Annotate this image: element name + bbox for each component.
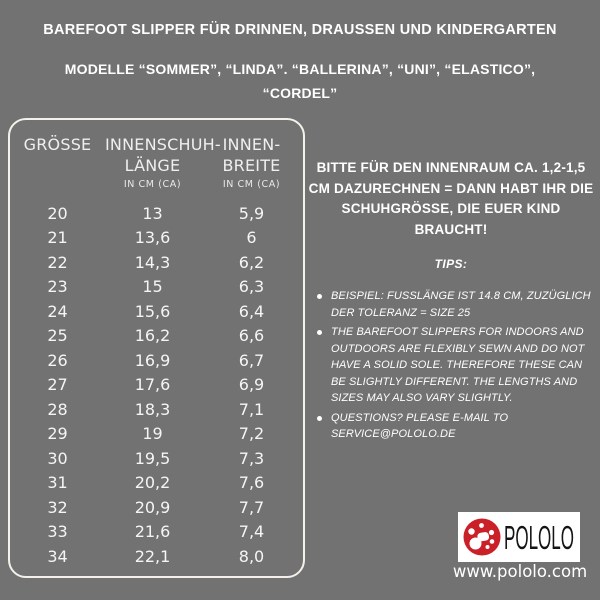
pololo-logo-graphic: POLOLO <box>463 518 574 556</box>
brand-name: POLOLO <box>504 519 574 556</box>
width-cell: 6,6 <box>238 326 265 346</box>
width-cell: 6,4 <box>238 301 265 321</box>
size-cell: 33 <box>47 522 68 542</box>
size-cell: 20 <box>47 203 68 223</box>
size-cell: 25 <box>47 326 68 346</box>
size-cell: 24 <box>47 301 68 321</box>
brand-mark-icon <box>463 518 501 556</box>
size-cell: 27 <box>47 375 68 395</box>
width-cell: 6 <box>246 228 257 248</box>
table-row: 22 14,3 6,2 <box>10 250 303 275</box>
width-cell: 7,6 <box>238 473 265 493</box>
length-cell: 17,6 <box>134 375 171 395</box>
width-cell: 7,4 <box>238 522 265 542</box>
width-cell: 6,3 <box>238 277 265 297</box>
page-title: BAREFOOT SLIPPER FÜR DRINNEN, DRAUSSEN U… <box>43 22 557 38</box>
length-cell: 13 <box>142 203 163 223</box>
width-cell: 6,2 <box>238 252 265 272</box>
length-cell: 16,2 <box>134 326 171 346</box>
length-cell: 19,5 <box>134 448 171 468</box>
tip-item: BEISPIEL: FUSSLÄNGE IST 14.8 CM, ZUZÜGLI… <box>316 288 594 321</box>
size-cell: 32 <box>47 497 68 517</box>
size-cell: 22 <box>47 252 68 272</box>
table-row: 28 18,3 7,1 <box>10 397 303 422</box>
table-row: 21 13,6 6 <box>10 226 303 251</box>
length-cell: 13,6 <box>134 228 171 248</box>
size-cell: 23 <box>47 277 68 297</box>
width-cell: 7,7 <box>238 497 265 517</box>
length-cell: 19 <box>142 424 163 444</box>
width-cell: 6,7 <box>238 350 265 370</box>
length-cell: 21,6 <box>134 522 171 542</box>
size-cell: 28 <box>47 399 68 419</box>
width-cell: 7,2 <box>238 424 265 444</box>
column-header-width-line2: BREITE <box>222 156 281 175</box>
models-subtitle: MODELLE “SOMMER”, “LINDA”. “BALLERINA”, … <box>64 61 536 101</box>
table-row: 26 16,9 6,7 <box>10 348 303 373</box>
length-cell: 20,2 <box>134 473 171 493</box>
length-cell: 22,1 <box>134 546 171 566</box>
column-header-width-line1: INNEN- <box>222 135 281 154</box>
length-cell: 15,6 <box>134 301 171 321</box>
tips-heading: TIPS: <box>434 257 468 271</box>
tip-item: QUESTIONS? PLEASE E-MAIL TO SERVICE@POLO… <box>316 410 594 443</box>
column-header-length-line2: LÄNGE <box>124 156 181 175</box>
tip-item: THE BAREFOOT SLIPPERS FOR INDOORS AND OU… <box>316 324 594 407</box>
tips-list: BEISPIEL: FUSSLÄNGE IST 14.8 CM, ZUZÜGLI… <box>316 288 594 446</box>
column-header-size: GRÖSSE <box>23 135 92 154</box>
width-cell: 7,1 <box>238 399 265 419</box>
width-cell: 8,0 <box>238 546 265 566</box>
table-row: 25 16,2 6,6 <box>10 324 303 349</box>
sizing-notice-text: BITTE FÜR DEN INNENRAUM CA. 1,2-1,5 CM D… <box>308 160 594 237</box>
header: BAREFOOT SLIPPER FÜR DRINNEN, DRAUSSEN U… <box>28 20 572 105</box>
length-cell: 15 <box>142 277 163 297</box>
column-header-length-line1: INNENSCHUH- <box>105 135 221 154</box>
size-cell: 26 <box>47 350 68 370</box>
size-table: GRÖSSE INNENSCHUH- INNEN- LÄNGE BREITE I… <box>8 118 305 578</box>
size-cell: 31 <box>47 473 68 493</box>
table-row: 30 19,5 7,3 <box>10 446 303 471</box>
length-cell: 20,9 <box>134 497 171 517</box>
width-cell: 7,3 <box>238 448 265 468</box>
table-row: 23 15 6,3 <box>10 275 303 300</box>
table-row: 20 13 5,9 <box>10 201 303 226</box>
pololo-logo: POLOLO <box>458 512 580 562</box>
size-cell: 21 <box>47 228 68 248</box>
size-table-header: GRÖSSE INNENSCHUH- INNEN- LÄNGE BREITE I… <box>10 120 303 192</box>
table-row: 31 20,2 7,6 <box>10 471 303 496</box>
website-url: www.pololo.com <box>452 562 588 581</box>
width-cell: 6,9 <box>238 375 265 395</box>
size-cell: 29 <box>47 424 68 444</box>
width-unit-label: IN CM (CA) <box>222 179 281 190</box>
length-cell: 16,9 <box>134 350 171 370</box>
table-row: 27 17,6 6,9 <box>10 373 303 398</box>
length-cell: 18,3 <box>134 399 171 419</box>
table-row: 32 20,9 7,7 <box>10 495 303 520</box>
size-table-body: 20 13 5,9 21 13,6 6 22 14,3 6,2 23 15 6,… <box>10 201 303 569</box>
table-row: 34 22,1 8,0 <box>10 544 303 569</box>
length-cell: 14,3 <box>134 252 171 272</box>
table-row: 33 21,6 7,4 <box>10 520 303 545</box>
size-cell: 34 <box>47 546 68 566</box>
length-unit-label: IN CM (CA) <box>123 179 182 190</box>
width-cell: 5,9 <box>238 203 265 223</box>
size-cell: 30 <box>47 448 68 468</box>
table-row: 24 15,6 6,4 <box>10 299 303 324</box>
table-row: 29 19 7,2 <box>10 422 303 447</box>
